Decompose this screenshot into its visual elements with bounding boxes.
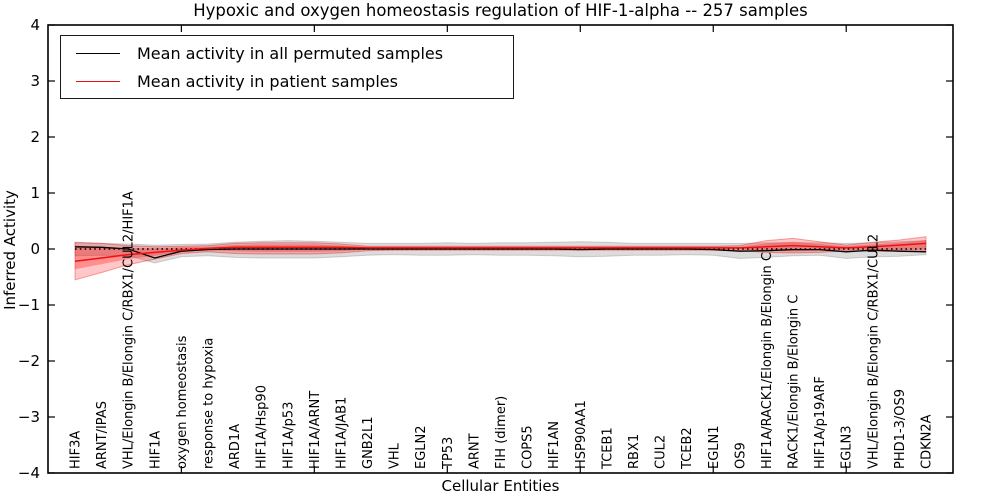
x-entity-label: response to hypoxia — [202, 338, 217, 469]
legend-label-patient: Mean activity in patient samples — [137, 71, 398, 91]
patient-mean-line — [74, 242, 927, 263]
x-entity-label: HSP90AA1 — [574, 400, 589, 469]
x-entity-label: TCEB2 — [680, 427, 695, 470]
x-entity-label: VHL — [388, 442, 403, 469]
legend: Mean activity in all permuted samples Me… — [60, 35, 514, 99]
y-tick-label: −3 — [18, 408, 40, 426]
x-entity-label: RBX1 — [627, 434, 642, 469]
x-entity-label: OS9 — [733, 442, 748, 469]
y-tick-label: 3 — [30, 72, 40, 90]
x-entity-label: EGLN3 — [840, 425, 855, 469]
x-entity-label: GNB2L1 — [361, 416, 376, 469]
x-entity-label: HIF1A — [148, 431, 163, 469]
permuted-mean-line — [74, 246, 927, 259]
x-entity-label: HIF1A/ARNT — [308, 391, 323, 469]
legend-entry-patient: Mean activity in patient samples — [61, 72, 513, 91]
x-entity-label: CUL2 — [654, 435, 669, 469]
x-entity-label: TP53 — [441, 437, 456, 470]
y-tick-label: 0 — [30, 240, 40, 258]
x-entity-label: FIH (dimer) — [494, 396, 509, 469]
legend-entry-permuted: Mean activity in all permuted samples — [61, 44, 513, 63]
black-line-swatch — [76, 52, 120, 54]
x-entity-label: CDKN2A — [920, 414, 935, 469]
x-entity-label: TCEB1 — [600, 427, 615, 470]
x-entity-label: VHL/Elongin B/Elongin C/RBX1/CUL2 — [866, 234, 881, 469]
x-entity-label: ARNT — [467, 433, 482, 469]
x-entity-label: PHD1-3/OS9 — [893, 389, 908, 469]
chart-title: Hypoxic and oxygen homeostasis regulatio… — [193, 1, 808, 20]
x-entity-label: ARD1A — [228, 424, 243, 469]
x-entity-label: HIF1A/p19ARF — [813, 376, 828, 469]
x-entity-label: HIF1A/JAB1 — [334, 397, 349, 469]
x-entity-label: EGLN1 — [707, 425, 722, 469]
x-entity-label: HIF1A/Hsp90 — [255, 385, 270, 469]
x-entity-label: HIF1A/RACK1/Elongin B/Elongin C — [760, 252, 775, 469]
x-entity-label: RACK1/Elongin B/Elongin C — [787, 295, 802, 469]
y-tick-label: −2 — [18, 352, 40, 370]
x-entity-label: COPS5 — [521, 425, 536, 469]
y-tick-label: 2 — [30, 128, 40, 146]
x-entity-label: HIF3A — [69, 431, 84, 469]
y-tick-label: 1 — [30, 184, 40, 202]
y-axis-label: Inferred Activity — [1, 190, 19, 310]
permuted-range-band — [74, 240, 927, 264]
red-line-swatch — [76, 80, 120, 82]
x-axis-label: Cellular Entities — [441, 477, 560, 495]
x-entity-label: ARNT/IPAS — [95, 401, 110, 469]
y-tick-label: −4 — [18, 464, 40, 482]
x-entity-label: EGLN2 — [414, 425, 429, 469]
x-entity-label: HIF1A/p53 — [281, 402, 296, 469]
x-entity-label: VHL/Elongin B/Elongin C/RBX1/CUL2/HIF1A — [122, 191, 137, 469]
legend-label-permuted: Mean activity in all permuted samples — [137, 43, 444, 63]
x-entity-label: HIF1AN — [547, 421, 562, 469]
y-tick-label: 4 — [30, 16, 40, 34]
x-entity-label: oxygen homeostasis — [175, 335, 190, 469]
y-tick-label: −1 — [18, 296, 40, 314]
